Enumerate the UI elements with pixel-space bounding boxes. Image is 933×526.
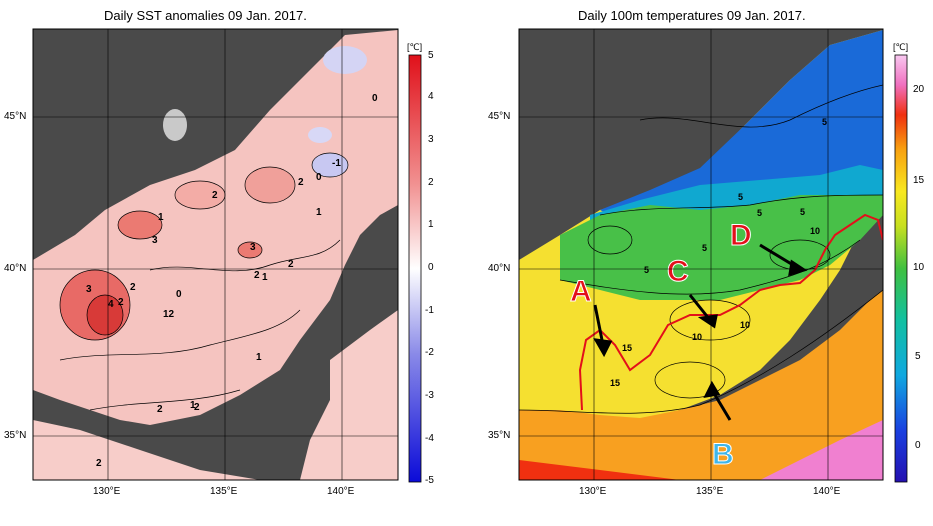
- left-contour-label: 2: [96, 458, 102, 469]
- left-contour-label: 0: [176, 289, 182, 300]
- right-map-title: Daily 100m temperatures 09 Jan. 2017.: [578, 8, 806, 23]
- left-colorbar-tick: 1: [428, 219, 434, 230]
- right-contour-label: 5: [822, 117, 827, 127]
- right-lat-label: 40°N: [488, 263, 511, 274]
- right-contour-label: 5: [644, 265, 649, 275]
- right-lat-label: 45°N: [488, 111, 511, 122]
- left-contour-label: 0: [262, 489, 268, 500]
- left-colorbar-tick: 3: [428, 134, 434, 145]
- right-colorbar-tick: 20: [913, 84, 925, 95]
- left-colorbar-tick: 0: [428, 262, 434, 273]
- left-lon-label: 130°E: [93, 486, 121, 497]
- annotation-letter-d: D: [730, 219, 752, 252]
- right-contour-label: 5: [738, 192, 743, 202]
- right-contour-label: 10: [810, 226, 820, 236]
- left-contour-label: 1: [262, 272, 268, 283]
- right-lon-label: 140°E: [813, 486, 841, 497]
- left-contour-label: 1: [158, 212, 164, 223]
- left-contour-label: 1: [190, 400, 196, 411]
- left-map-title: Daily SST anomalies 09 Jan. 2017.: [104, 8, 307, 23]
- left-contour-label: 0: [316, 172, 322, 183]
- left-contour-label: 2: [118, 297, 124, 308]
- right-contour-label: 5: [702, 243, 707, 253]
- right-contour-label: 15: [622, 343, 632, 353]
- left-colorbar-tick: -5: [425, 475, 434, 486]
- left-contour-label: 2: [157, 404, 163, 415]
- right-colorbar-unit: [℃]: [893, 42, 909, 52]
- right-contour-label: 5: [800, 207, 805, 217]
- left-colorbar-tick: 2: [428, 177, 434, 188]
- right-colorbar-tick: 10: [913, 262, 925, 273]
- left-sea-area: [33, 30, 398, 425]
- right-contour-label: 15: [610, 378, 620, 388]
- annotation-letter-a: A: [570, 275, 592, 308]
- left-contour-label: 1: [316, 207, 322, 218]
- left-contour-label: 12: [163, 309, 175, 320]
- annotation-letter-b: B: [712, 438, 734, 471]
- left-lat-label: 35°N: [4, 430, 27, 441]
- left-colorbar-tick: -3: [425, 390, 434, 401]
- left-contour-label: 3: [86, 284, 92, 295]
- left-contour-label: 3: [152, 235, 158, 246]
- right-contour-label: 10: [692, 332, 702, 342]
- left-colorbar: [408, 54, 422, 483]
- left-colorbar-tick: -2: [425, 347, 434, 358]
- left-contour-label: 2: [254, 270, 260, 281]
- left-colorbar-unit: [℃]: [407, 42, 423, 52]
- left-contour-label: 2: [288, 259, 294, 270]
- left-lon-label: 140°E: [327, 486, 355, 497]
- left-contour-label: 2: [212, 190, 218, 201]
- right-map: 5 5 5 5 5 10 5 10 15 15 10 A B C D: [519, 29, 883, 480]
- left-contour-label: 2: [130, 282, 136, 293]
- right-colorbar-tick: 0: [915, 440, 921, 451]
- left-colorbar-tick: 5: [428, 50, 434, 61]
- left-contour-label: 4: [108, 299, 114, 310]
- right-lon-label: 135°E: [696, 486, 724, 497]
- right-colorbar-tick: 5: [915, 351, 921, 362]
- right-lon-label: 130°E: [579, 486, 607, 497]
- right-colorbar-tick: 15: [913, 175, 925, 186]
- left-lat-label: 45°N: [4, 111, 27, 122]
- right-lat-label: 35°N: [488, 430, 511, 441]
- left-contour-label: 2: [194, 402, 200, 413]
- left-contour-label: 3: [250, 242, 256, 253]
- left-contour-label: 0: [372, 93, 378, 104]
- right-colorbar: [894, 54, 908, 483]
- left-map: 1 3 2 2 1 0 -1 0 3 2 2 1 3 4 2 2 0 12 1 …: [33, 29, 398, 500]
- front-line: [578, 213, 883, 411]
- left-colorbar-tick: 4: [428, 91, 434, 102]
- right-contour-label: 10: [740, 320, 750, 330]
- left-contour-label: -1: [332, 158, 341, 169]
- left-lon-label: 135°E: [210, 486, 238, 497]
- left-lat-label: 40°N: [4, 263, 27, 274]
- left-contour-label: 1: [256, 352, 262, 363]
- left-colorbar-tick: -1: [425, 305, 434, 316]
- annotation-letter-c: C: [667, 255, 689, 288]
- right-contour-label: 5: [757, 208, 762, 218]
- left-colorbar-tick: -4: [425, 433, 434, 444]
- left-contour-label: 2: [298, 177, 304, 188]
